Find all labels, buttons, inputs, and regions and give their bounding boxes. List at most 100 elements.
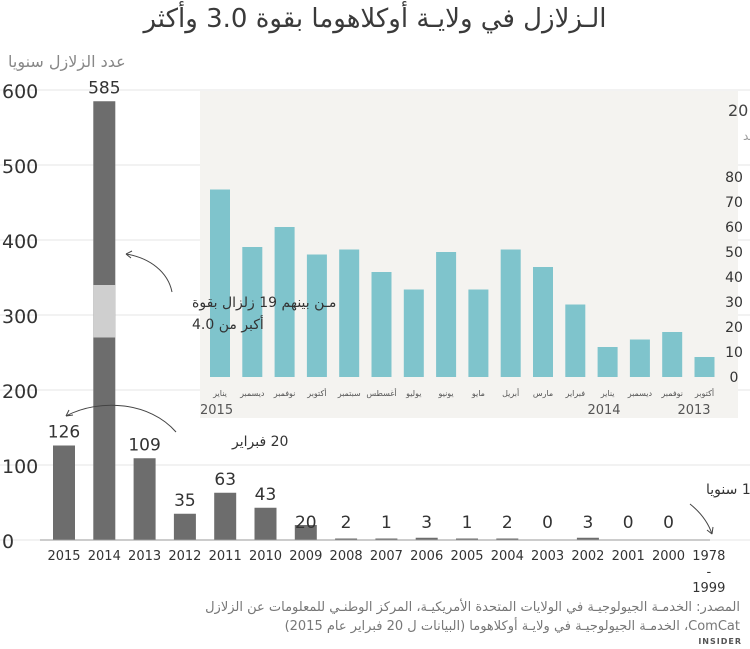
- source-line-1: المصدر: الخدمـة الجيولوجيـة في الولايات …: [205, 600, 740, 615]
- brand-logo: INSIDER: [698, 637, 742, 646]
- source-line-2: ComCat، الخدمـة الجيولوجيـة في ولايـة أو…: [284, 619, 740, 634]
- inset-x-tick-label: فبراير: [565, 389, 586, 398]
- inset-bar-15: [694, 357, 715, 377]
- data-label: 0: [623, 513, 634, 533]
- data-label: 585: [88, 78, 120, 98]
- x-tick-label: 2008: [330, 549, 363, 564]
- x-tick-label: 2003: [531, 549, 564, 564]
- x-tick-label: 2009: [289, 549, 322, 564]
- inset-title: الـزلازل في ولايـة أوكلاهوما بقوة 3.0 أو…: [728, 100, 750, 121]
- inset-x-tick-label: نوفمبر: [660, 389, 683, 398]
- inset-y-tick-label: 50: [725, 245, 743, 261]
- y-tick-label: 400: [2, 231, 38, 253]
- source-note: المصدر: الخدمـة الجيولوجيـة في الولايات …: [10, 598, 740, 636]
- bar-2008: [335, 538, 358, 540]
- x-tick-label: 1978: [692, 549, 725, 564]
- data-label: 0: [542, 513, 553, 533]
- y-tick-label: 300: [2, 306, 38, 328]
- inset-bar-0: [210, 189, 230, 377]
- highlight-band-2014: [93, 285, 116, 338]
- x-tick-label: 2014: [88, 549, 121, 564]
- x-tick-label: 2002: [571, 549, 604, 564]
- annotation-arrowhead-annual: [706, 526, 714, 535]
- inset-bar-9: [500, 249, 521, 377]
- inset-x-tick-label: يناير: [212, 389, 227, 398]
- data-label: 35: [174, 491, 196, 511]
- bar-2011: [214, 492, 237, 540]
- inset-x-tick-label: نوفمبر: [273, 389, 296, 398]
- x-tick-label: 2011: [209, 549, 242, 564]
- inset-year-label: 2013: [677, 403, 710, 418]
- inset-year-label: 2015: [200, 403, 233, 418]
- annotation-feb-20: 20 فبراير: [231, 434, 288, 450]
- inset-x-tick-label: أغسطس: [366, 388, 396, 398]
- inset-x-tick-label: سبتمبر: [337, 389, 361, 398]
- inset-bar-1: [242, 247, 263, 377]
- inset-x-tick-label: أبريل: [502, 388, 519, 398]
- x-tick-label: 2006: [410, 549, 443, 564]
- bar-2002: [576, 537, 599, 540]
- x-tick-label: 2004: [491, 549, 524, 564]
- y-tick-label: 100: [2, 456, 38, 478]
- data-label: 1: [462, 513, 473, 533]
- data-label: 109: [128, 435, 160, 455]
- bar-2013: [133, 458, 156, 540]
- x-tick-label: 2000: [652, 549, 685, 564]
- inset-y-tick-label: 60: [725, 220, 743, 236]
- y-tick-label: 500: [2, 156, 38, 178]
- bar-2006: [415, 537, 438, 540]
- inset-bar-4: [339, 249, 360, 377]
- annotation-annual-avg: حوالي 1.6 سنويا: [706, 482, 750, 498]
- data-label: 43: [255, 485, 277, 505]
- main-y-axis-label: عدد الزلازل سنويا: [8, 52, 126, 71]
- inset-x-tick-label: ديسمبر: [627, 389, 653, 398]
- x-tick-label: 2010: [249, 549, 282, 564]
- x-tick-label: 2001: [612, 549, 645, 564]
- data-label: 3: [421, 513, 432, 533]
- inset-bar-6: [403, 289, 424, 377]
- bar-2005: [456, 538, 478, 540]
- inset-x-tick-label: مارس: [533, 389, 553, 398]
- annotation-arrow-magnitude: [125, 253, 173, 293]
- data-label: 20: [295, 513, 317, 533]
- x-tick-label: 2013: [128, 549, 161, 564]
- inset-bar-12: [597, 347, 618, 377]
- data-label: 0: [663, 513, 674, 533]
- inset-y-tick-label: 70: [725, 195, 743, 211]
- inset-x-tick-label: يونيو: [438, 389, 454, 398]
- bar-2009: [294, 525, 317, 540]
- inset-y-tick-label: 10: [725, 345, 743, 361]
- inset-y-tick-label: 30: [725, 295, 743, 311]
- inset-x-tick-label: يوليو: [405, 389, 421, 398]
- x-tick-label: 2007: [370, 549, 403, 564]
- inset-bar-7: [436, 252, 457, 377]
- data-label: 2: [341, 513, 352, 533]
- bar-2012: [173, 513, 196, 540]
- inset-bar-3: [306, 254, 327, 377]
- annotation-magnitude-line-2: أكبر من 4.0: [192, 315, 264, 333]
- inset-y-tick-label: 80: [725, 170, 743, 186]
- bar-2004: [496, 538, 519, 540]
- inset-x-tick-label: أكتوبر: [694, 388, 714, 398]
- annotation-arrow-annual: [689, 503, 713, 535]
- y-tick-label: 200: [2, 381, 38, 403]
- inset-bar-13: [629, 339, 650, 377]
- annotation-arrowhead-feb-20: [65, 409, 74, 417]
- inset-bar-14: [662, 332, 683, 377]
- inset-y-tick-label: 0: [730, 370, 739, 386]
- x-tick-label: -: [706, 565, 711, 580]
- annotation-arrow-feb-20: [65, 404, 177, 433]
- inset-x-tick-label: أكتوبر: [306, 388, 326, 398]
- x-tick-label: 1999: [692, 581, 725, 596]
- inset-bar-2: [274, 227, 295, 377]
- chart-title: الـزلازل في ولايـة أوكلاهوما بقوة 3.0 وأ…: [143, 4, 607, 34]
- inset-y-tick-label: 20: [725, 320, 743, 336]
- bar-2007: [375, 538, 398, 540]
- inset-bar-8: [468, 289, 489, 377]
- data-label: 2: [502, 513, 513, 533]
- inset-y-tick-label: 40: [725, 270, 743, 286]
- x-tick-label: 2012: [168, 549, 201, 564]
- x-tick-label: 2015: [47, 549, 80, 564]
- y-tick-label: 0: [2, 531, 14, 553]
